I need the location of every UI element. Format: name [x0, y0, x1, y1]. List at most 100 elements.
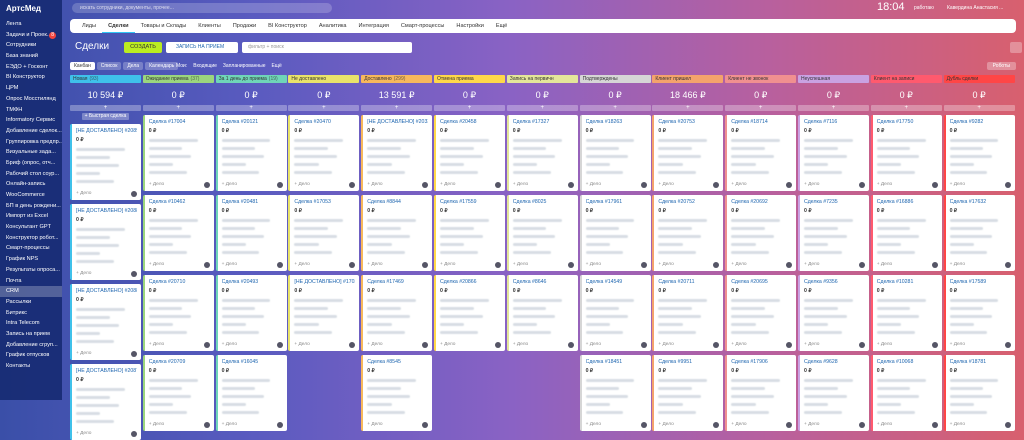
add-deal[interactable]: + [434, 105, 505, 111]
card-action[interactable]: + Дело [512, 342, 529, 347]
card-action[interactable]: + Дело [367, 262, 383, 267]
menu-item[interactable]: Лента [0, 19, 62, 30]
deal-title[interactable]: [НЕ ДОСТАВЛЕНО] #20882 [76, 288, 137, 294]
card-action[interactable]: + Дело [731, 262, 747, 267]
menu-item[interactable]: Добавление сгруп... [0, 340, 62, 351]
card-action[interactable]: + Дело [512, 262, 529, 267]
menu-item[interactable]: Опрос Мосстилянд [0, 94, 62, 105]
deal-title[interactable]: Сделка #20481 [221, 199, 259, 205]
card-action[interactable]: + Дело [876, 262, 893, 267]
tab[interactable]: Лиды [82, 23, 97, 29]
add-deal[interactable]: + [798, 105, 869, 111]
deal-title[interactable]: [НЕ ДОСТАВЛЕНО] #20333 [367, 119, 429, 125]
deal-title[interactable]: Сделка #9951 [658, 359, 693, 365]
menu-item[interactable]: Сотрудники [0, 40, 62, 51]
settings-button[interactable] [1010, 42, 1022, 53]
menu-item[interactable]: Рабочий стол соур... [0, 169, 62, 180]
deal-title[interactable]: Сделка #20710 [148, 279, 186, 285]
deal-title[interactable]: Сделка #17004 [148, 119, 186, 125]
menu-item[interactable]: Результаты опроса... [0, 265, 62, 276]
deal-card[interactable]: Сделка #16886 0 ₽ + Дело [870, 195, 942, 271]
card-action[interactable]: + Дело [949, 262, 966, 267]
menu-item[interactable]: Смарт-процессы [0, 243, 62, 254]
deal-title[interactable]: Сделка #17469 [367, 279, 404, 285]
card-action[interactable]: + Дело [367, 422, 383, 427]
deal-title[interactable]: Сделка #9628 [804, 359, 838, 365]
user-name[interactable]: Кавердина Анастасия ... [947, 5, 1004, 11]
deal-title[interactable]: Сделка #17559 [440, 199, 477, 205]
deal-card[interactable]: Сделка #17469 0 ₽ + Дело [361, 275, 433, 351]
tab[interactable]: Ещё [495, 23, 508, 29]
tab[interactable]: Настройки [456, 23, 484, 29]
deal-card[interactable]: Сделка #17327 0 ₽ + Дело [506, 115, 578, 191]
card-action[interactable]: + Дело [221, 262, 238, 267]
deal-card[interactable]: Сделка #16045 0 ₽ + Дело [215, 355, 287, 431]
card-action[interactable]: + Дело [804, 342, 820, 347]
deal-card[interactable]: Сделка #20458 0 ₽ + Дело [434, 115, 505, 191]
deal-title[interactable]: Сделка #17589 [949, 279, 987, 285]
counter[interactable]: Запланированные [222, 63, 266, 69]
menu-item[interactable]: Intra Telecom [0, 318, 62, 329]
deal-card[interactable]: Сделка #17053 0 ₽ + Дело [288, 195, 360, 271]
card-action[interactable]: + Дело [658, 262, 674, 267]
menu-item[interactable]: Рассылки [0, 297, 62, 308]
menu-item[interactable]: Запись на прием [0, 329, 62, 340]
deal-card[interactable]: Сделка #17004 0 ₽ + Дело [142, 115, 214, 191]
add-deal[interactable]: + [725, 105, 797, 111]
deal-card[interactable]: [НЕ ДОСТАВЛЕНО] #20882 0 ₽ + Дело [70, 284, 141, 360]
deal-title[interactable]: [НЕ ДОСТАВЛЕНО] #20875 [76, 368, 137, 374]
deal-card[interactable]: Сделка #20493 0 ₽ + Дело [215, 275, 287, 351]
deal-card[interactable]: Сделка #10462 0 ₽ + Дело [142, 195, 214, 271]
menu-item[interactable]: Конструктор робот... [0, 233, 62, 244]
card-action[interactable]: + Дело [148, 262, 165, 267]
card-action[interactable]: + Дело [148, 182, 165, 187]
action-button[interactable]: Роботы [986, 62, 1016, 70]
view-tab[interactable]: Календарь [145, 62, 179, 70]
deal-title[interactable]: Сделка #7116 [804, 119, 838, 125]
tab[interactable]: Сделки [102, 19, 135, 33]
menu-item[interactable]: Импорт из Excel [0, 211, 62, 222]
deal-title[interactable]: Сделка #17632 [949, 199, 987, 205]
tab[interactable]: Клиенты [198, 23, 221, 29]
deal-title[interactable]: Сделка #20695 [731, 279, 768, 285]
deal-title[interactable]: Сделка #17961 [585, 199, 623, 205]
add-deal[interactable]: + [943, 105, 1015, 111]
deal-title[interactable]: Сделка #18451 [585, 359, 623, 365]
tab[interactable]: Аналитика [318, 23, 347, 29]
deal-title[interactable]: Сделка #16045 [221, 359, 259, 365]
card-action[interactable]: + Дело [294, 262, 310, 267]
deal-card[interactable]: Сделка #20866 0 ₽ + Дело [434, 275, 505, 351]
card-action[interactable]: + Дело [367, 182, 383, 187]
deal-card[interactable]: Сделка #20711 0 ₽ + Дело [652, 275, 724, 351]
tab[interactable]: Товары и Склады [140, 23, 187, 29]
card-action[interactable]: + Дело [440, 182, 456, 187]
deal-title[interactable]: [НЕ ДОСТАВЛЕНО] #20884 [76, 208, 137, 214]
card-action[interactable]: + Дело [221, 422, 238, 427]
deal-card[interactable]: Сделка #18451 0 ₽ + Дело [579, 355, 651, 431]
deal-card[interactable]: Сделка #9282 0 ₽ + Дело [943, 115, 1015, 191]
work-status[interactable]: работаю [914, 5, 934, 11]
quick-deal[interactable]: + Быстрая сделка [82, 113, 129, 120]
deal-title[interactable]: Сделка #17053 [294, 199, 331, 205]
deal-title[interactable]: Сделка #7235 [804, 199, 838, 205]
add-deal[interactable]: + [506, 105, 578, 111]
deal-title[interactable]: Сделка #20493 [221, 279, 259, 285]
card-action[interactable]: + Дело [294, 182, 310, 187]
deal-card[interactable]: Сделка #18714 0 ₽ + Дело [725, 115, 797, 191]
deal-card[interactable]: [НЕ ДОСТАВЛЕНО] #20875 0 ₽ + Дело [70, 364, 141, 440]
deal-card[interactable]: Сделка #20710 0 ₽ + Дело [142, 275, 214, 351]
menu-item[interactable]: Почта [0, 276, 62, 287]
card-action[interactable]: + Дело [76, 191, 92, 196]
card-action[interactable]: + Дело [949, 182, 966, 187]
card-action[interactable]: + Дело [658, 422, 674, 427]
tab[interactable]: BI Конструктор [268, 23, 307, 29]
menu-item[interactable]: БП в день рождени... [0, 201, 62, 212]
card-action[interactable]: + Дело [512, 182, 529, 187]
deal-title[interactable]: Сделка #8646 [512, 279, 547, 285]
deal-card[interactable]: Сделка #9951 0 ₽ + Дело [652, 355, 724, 431]
deal-card[interactable]: Сделка #17559 0 ₽ + Дело [434, 195, 505, 271]
menu-item[interactable]: График отпусков [0, 350, 62, 361]
deal-title[interactable]: [НЕ ДОСТАВЛЕНО] #20892 [76, 128, 137, 134]
deal-title[interactable]: Сделка #9282 [949, 119, 984, 125]
deal-title[interactable]: Сделка #8844 [367, 199, 401, 205]
